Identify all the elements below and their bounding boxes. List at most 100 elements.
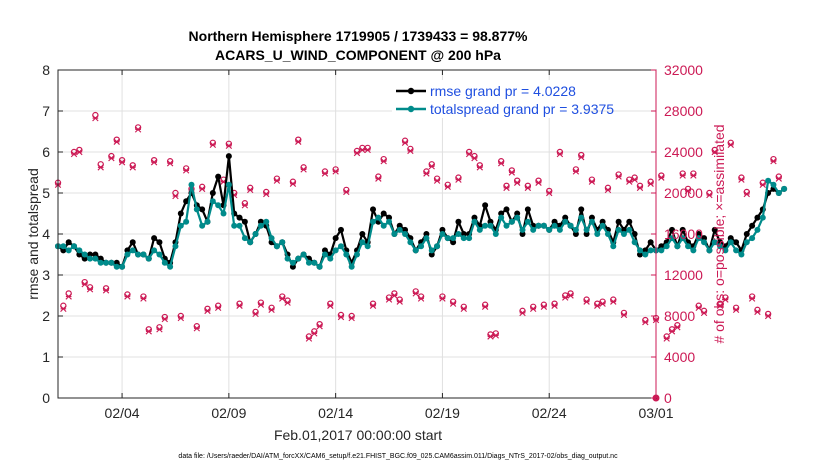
obs-assimilated-point (476, 164, 483, 171)
totalspread-point (727, 239, 734, 246)
y2-tick-label: 24000 (664, 144, 703, 160)
x-tick-label: 02/24 (532, 405, 567, 421)
totalspread-point (722, 247, 729, 254)
obs-assimilated-point (412, 290, 419, 297)
rmse-point (583, 231, 590, 237)
totalspread-point (193, 206, 200, 213)
y2-tick-label: 8000 (664, 308, 695, 324)
obs-assimilated-point (102, 287, 110, 294)
obs-assimilated-point (449, 300, 457, 307)
totalspread-point (482, 222, 489, 229)
totalspread-point (620, 231, 627, 237)
totalspread-point (679, 235, 686, 242)
totalspread-point (599, 222, 606, 229)
legend-spread-label: totalspread grand pr = 3.9375 (430, 101, 614, 117)
rmse-point (87, 251, 94, 258)
obs-assimilated-point (108, 154, 115, 162)
obs-assimilated-point (337, 313, 345, 321)
totalspread-point (610, 243, 617, 250)
obs-assimilated-point (321, 170, 329, 177)
obs-assimilated-point (268, 306, 275, 314)
obs-assimilated-point (241, 202, 249, 209)
totalspread-point (604, 231, 611, 237)
rmse-point (626, 218, 633, 225)
obs-assimilated-point (535, 179, 542, 186)
totalspread-point (450, 235, 457, 242)
totalspread-point (658, 247, 665, 254)
rmse-point (572, 231, 579, 237)
obs-assimilated-point (754, 308, 761, 316)
totalspread-point (289, 259, 296, 266)
obs-assimilated-point (460, 305, 467, 313)
obs-assimilated-point (674, 324, 681, 331)
obs-assimilated-point (492, 332, 500, 339)
obs-assimilated-point (92, 114, 99, 122)
obs-assimilated-point (76, 148, 83, 156)
rmse-point (151, 235, 158, 242)
totalspread-point (167, 263, 174, 270)
rmse-point (241, 218, 248, 225)
obs-assimilated-point (380, 158, 387, 165)
totalspread-point (295, 255, 302, 262)
totalspread-point (578, 214, 585, 221)
rmse-point (498, 210, 505, 217)
totalspread-point (380, 222, 387, 229)
totalspread-point (471, 218, 478, 225)
totalspread-point (423, 235, 430, 242)
obs-assimilated-point (690, 172, 697, 179)
totalspread-point (391, 231, 398, 237)
rmse-point (124, 247, 131, 254)
obs-assimilated-point (700, 309, 708, 317)
obs-assimilated-point (391, 292, 398, 299)
obs-assimilated-point (706, 191, 713, 199)
rmse-point (519, 231, 526, 237)
y2-tick-label: 12000 (664, 267, 703, 283)
rmse-point (396, 222, 403, 229)
obs-assimilated-point (182, 167, 190, 174)
totalspread-point (631, 239, 638, 246)
obs-assimilated-point (118, 159, 126, 166)
totalspread-point (204, 218, 211, 225)
x-tick-label: 03/01 (638, 405, 673, 421)
totalspread-point (316, 263, 323, 270)
obs-assimilated-point (775, 175, 782, 182)
totalspread-point (556, 226, 563, 233)
obs-assimilated-point (247, 186, 254, 194)
totalspread-point (60, 243, 67, 250)
totalspread-point (765, 177, 772, 184)
totalspread-point (241, 235, 248, 242)
rmse-point (487, 218, 494, 225)
obs-assimilated-point (284, 299, 291, 306)
obs-assimilated-point (129, 164, 136, 171)
totalspread-point (172, 243, 179, 250)
obs-assimilated-point (273, 177, 281, 184)
totalspread-point (466, 235, 473, 242)
totalspread-point (188, 181, 195, 188)
obs-assimilated-point (679, 172, 686, 179)
obs-assimilated-point (263, 190, 270, 198)
obs-assimilated-point (647, 180, 654, 187)
totalspread-point (642, 251, 649, 258)
obs-assimilated-point (60, 305, 67, 313)
totalspread-point (396, 226, 403, 233)
y2-axis-label: # of obs: o=possible; ×=assimilated (711, 124, 727, 343)
obs-assimilated-point (289, 180, 297, 187)
totalspread-point (567, 222, 574, 229)
totalspread-point (775, 190, 782, 196)
totalspread-point (418, 243, 425, 250)
rmse-point (386, 214, 393, 221)
totalspread-point (519, 226, 526, 233)
totalspread-point (514, 214, 521, 221)
rmse-point (428, 251, 435, 258)
totalspread-point (129, 247, 136, 254)
obs-assimilated-point (166, 160, 174, 167)
obs-assimilated-point (204, 307, 211, 315)
y2-tick-label: 20000 (664, 185, 703, 201)
totalspread-point (428, 247, 435, 254)
totalspread-point (321, 251, 328, 258)
totalspread-point (754, 226, 761, 233)
rmse-point (183, 198, 190, 205)
rmse-point (236, 214, 243, 221)
rmse-point (588, 214, 595, 221)
